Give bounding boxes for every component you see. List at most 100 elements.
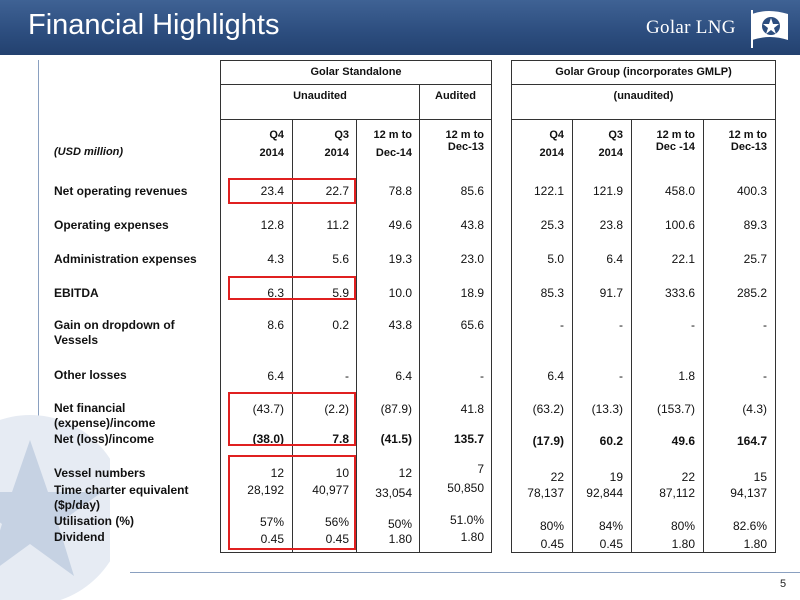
table-cell: - [480,369,484,383]
row-label: Net operating revenues [54,184,188,198]
col-header-l1: 12 m to [728,129,767,141]
table-cell: 400.3 [736,184,767,198]
table-cell: 51.0% [449,513,484,527]
highlight-box-revenues [228,178,356,204]
col-header-l2: Dec-13 [730,141,767,153]
table-cell: 7.8 [332,432,349,446]
row-label: Net financial (expense)/income [54,401,156,430]
table-cell: 33,054 [375,486,412,500]
table-cell: 91.7 [599,286,623,300]
title-bar: Financial Highlights Golar LNG [0,0,800,55]
table-cell: 23.4 [260,184,284,198]
row-label: Operating expenses [54,218,169,232]
company-flag-icon [751,10,788,48]
brand-name: Golar LNG [646,17,736,38]
table-cell: - [763,369,767,383]
row-label: Net (loss)/income [54,432,155,446]
table-cell: 49.6 [671,434,695,448]
table-cell: 12.8 [260,218,284,232]
table-cell: 80% [670,519,695,533]
table-cell: 85.3 [540,286,564,300]
table-cell: (43.7) [252,402,284,416]
table-cell: 60.2 [599,434,623,448]
table-cell: 7 [477,462,484,476]
col-header-l2: 2014 [259,147,284,159]
col-header-l2: Dec-13 [447,141,484,153]
row-label: Time charter equivalent ($p/day) [54,483,189,512]
table-cell: 56% [324,515,349,529]
table-cell: 40,977 [312,483,349,497]
table-cell: 19.3 [388,252,412,266]
table-cell: 6.3 [267,286,284,300]
table-cell: 6.4 [606,252,623,266]
row-label: Dividend [54,530,105,544]
table-cell: (38.0) [252,432,284,446]
table-cell: 135.7 [453,432,484,446]
table-cell: 87,112 [659,486,695,500]
table-cell: 12 [398,466,412,480]
table-cell: 10.0 [388,286,412,300]
table-cell: 92,844 [586,486,623,500]
table-cell: 43.8 [460,218,484,232]
table-cell: 1.8 [678,369,695,383]
table-cell: 50,850 [447,481,484,495]
table-cell: 121.9 [592,184,623,198]
table-cell: - [345,369,349,383]
table-cell: 23.8 [599,218,623,232]
table-cell: - [763,318,767,332]
col-header-l1: Q4 [549,129,564,141]
table-cell: (4.3) [742,402,767,416]
table-cell: 18.9 [460,286,484,300]
table-cell: 11.2 [326,218,349,232]
table-cell: (17.9) [532,434,564,448]
table-cell: 6.4 [395,369,412,383]
table-cell: 4.3 [267,252,284,266]
col-header-l1: Q3 [334,129,349,141]
table-cell: 19 [609,470,623,484]
col-header-l1: Q3 [608,129,623,141]
group-body-frame [511,119,776,553]
row-label: Gain on dropdown of Vessels [54,318,175,347]
bottom-divider [130,572,800,573]
table-cell: 5.6 [332,252,349,266]
table-cell: 6.4 [547,369,564,383]
row-label: Administration expenses [54,252,197,266]
table-cell: 23.0 [460,252,484,266]
col-divider [356,119,357,553]
table-cell: - [619,318,623,332]
row-label: Vessel numbers [54,466,146,480]
table-cell: 5.0 [547,252,564,266]
row-label: EBITDA [54,286,99,300]
table-cell: 458.0 [664,184,695,198]
table-cell: 12 [270,466,284,480]
col-header-l2: 2014 [598,147,623,159]
col-divider [572,119,573,553]
table-cell: 8.6 [267,318,284,332]
col-header-l2: Dec-14 [375,147,412,159]
col-header-l1: Q4 [269,129,284,141]
table-cell: 28,192 [247,483,284,497]
table-cell: 49.6 [388,218,412,232]
table-cell: - [619,369,623,383]
col-divider [631,119,632,553]
table-cell: 0.45 [599,537,623,551]
table-cell: 25.7 [743,252,767,266]
table-cell: 43.8 [388,318,412,332]
left-divider [38,60,39,580]
col-divider [292,119,293,553]
group-unaudited-label: (unaudited) [613,90,674,102]
table-cell: 82.6% [732,519,767,533]
table-cell: 122.1 [533,184,564,198]
col-header-l1: 12 m to [373,129,412,141]
col-header-l2: 2014 [324,147,349,159]
table-cell: 89.3 [743,218,767,232]
col-header-l2: 2014 [539,147,564,159]
table-cell: 80% [539,519,564,533]
table-cell: 1.80 [671,537,695,551]
table-cell: 0.2 [332,318,349,332]
row-label: Other losses [54,368,127,382]
highlight-box-operating-stats [228,455,356,550]
audited-header [419,84,492,120]
group-unaudited-header [511,84,776,120]
table-cell: 22 [681,470,695,484]
